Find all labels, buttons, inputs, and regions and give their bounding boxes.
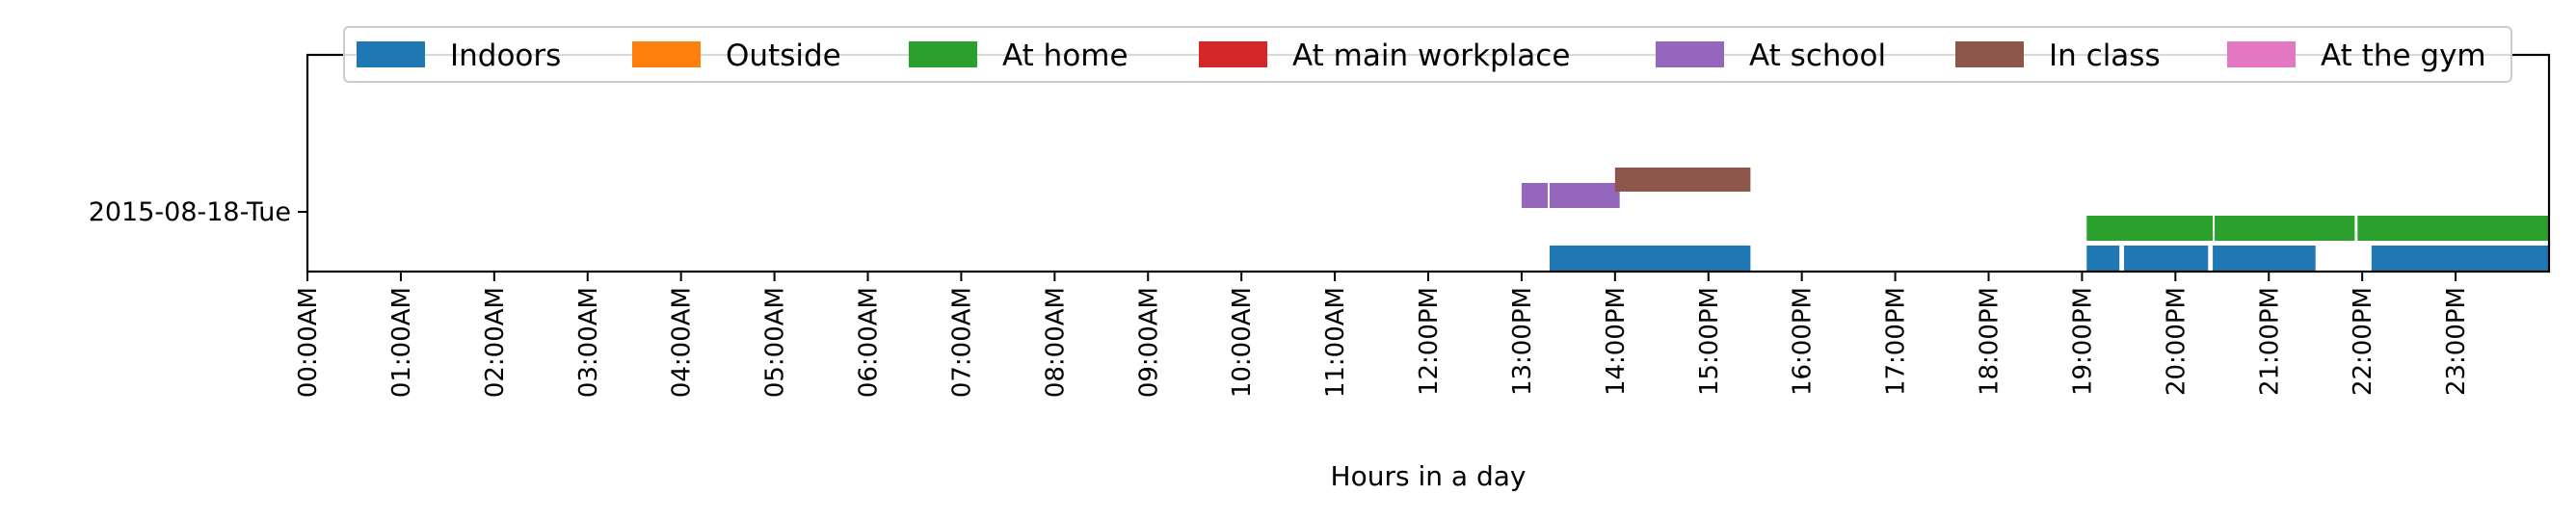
bar-in-class-0 [1614,168,1751,192]
legend: Indoors Outside At home At main workplace At… [343,26,2512,83]
x-tick-label: 02:00AM [481,287,510,398]
x-tick-label: 15:00PM [1695,287,1724,396]
x-tick-label: 19:00PM [2068,287,2097,396]
legend-swatch-at-main-workplace [1199,41,1267,67]
bar-at-home-0 [2086,216,2214,241]
bar-indoors-3 [2213,246,2316,271]
x-tick-label: 09:00AM [1134,287,1163,398]
x-tick-label: 10:00AM [1228,287,1257,398]
x-tick-label: 21:00PM [2255,287,2284,396]
legend-swatch-indoors [357,41,425,67]
plot-frame [305,53,2551,273]
legend-swatch-at-the-gym [2227,41,2296,67]
x-tick-label: 00:00AM [294,287,323,398]
x-tick-label: 04:00AM [668,287,697,398]
legend-label: At home [1002,39,1129,73]
x-tick-label: 03:00AM [574,287,603,398]
x-axis-ticks: 00:00AM 01:00AM 02:00AM 03:00AM 04:00AM 05:00… [294,272,2471,398]
bar-at-school-0 [1521,183,1549,208]
legend-swatch-at-school [1656,41,1724,67]
activity-bars [1521,168,2549,271]
bar-indoors-2 [2124,246,2209,271]
x-tick-label: 18:00PM [1976,287,2005,396]
x-tick-label: 05:00AM [761,287,790,398]
legend-label: Indoors [450,39,561,73]
legend-label: In class [2049,39,2161,73]
x-tick-label: 01:00AM [387,287,416,398]
bar-at-home-2 [2357,216,2549,241]
x-tick-label: 22:00PM [2349,287,2377,396]
y-axis-tick: 2015-08-18-Tue [89,197,307,227]
x-tick-label: 16:00PM [1789,287,1818,396]
axes [305,53,2551,273]
legend-swatch-at-home [909,41,977,67]
x-tick-label: 11:00AM [1321,287,1350,398]
x-tick-label: 20:00PM [2162,287,2191,396]
legend-label: At main workplace [1292,39,1570,73]
bar-indoors-0 [1549,246,1751,271]
legend-label: At the gym [2321,39,2486,73]
y-tick-label: 2015-08-18-Tue [89,197,291,227]
legend-box [343,26,2512,83]
bar-at-school-1 [1549,183,1620,208]
x-tick-label: 08:00AM [1041,287,1070,398]
legend-swatch-outside [632,41,701,67]
legend-label: At school [1749,39,1886,73]
x-tick-label: 06:00AM [855,287,884,398]
bar-indoors-1 [2086,246,2120,271]
x-tick-label: 14:00PM [1602,287,1631,396]
x-tick-label: 23:00PM [2442,287,2471,396]
x-axis-title: Hours in a day [1331,460,1527,492]
x-tick-label: 17:00PM [1882,287,1911,396]
x-tick-label: 13:00PM [1508,287,1537,396]
bar-indoors-4 [2371,246,2549,271]
x-tick-label: 07:00AM [947,287,976,398]
legend-swatch-in-class [1955,41,2024,67]
legend-label: Outside [726,39,841,73]
x-tick-label: 12:00PM [1415,287,1444,396]
bar-at-home-1 [2215,216,2355,241]
